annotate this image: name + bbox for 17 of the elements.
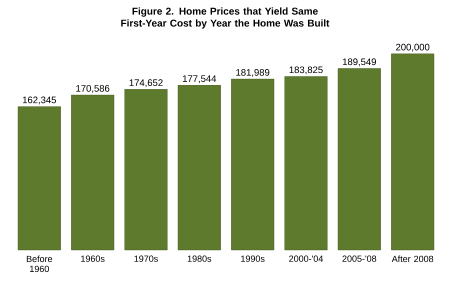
chart-title: Figure 2. Home Prices that Yield Same First-Year Cost by Year the Home Was Built — [121, 7, 330, 29]
x-tick-label: 1980s — [188, 256, 212, 262]
data-label: 200,000 — [396, 44, 430, 52]
data-label: 181,989 — [236, 69, 270, 77]
x-tick-label: 2005-'08 — [342, 256, 376, 262]
data-label: 177,544 — [182, 75, 216, 84]
x-tick-label: 2000-'04 — [289, 256, 324, 262]
data-label: 170,586 — [76, 85, 110, 93]
x-tick-label: 1960s — [81, 256, 105, 262]
x-tick-label: Before 1960 — [26, 256, 52, 272]
data-label: 189,549 — [342, 58, 376, 66]
x-tick-label: 1970s — [134, 256, 158, 262]
data-label: 183,825 — [290, 66, 323, 74]
x-tick-label: 1990s — [241, 256, 265, 262]
data-label: 162,345 — [22, 96, 56, 104]
data-label: 174,652 — [130, 79, 163, 88]
x-tick-label: After 2008 — [392, 256, 434, 262]
